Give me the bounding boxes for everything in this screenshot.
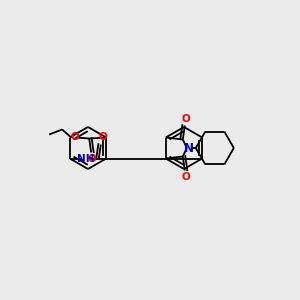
Text: O: O [71,131,80,142]
Text: O: O [98,133,107,142]
Text: O: O [182,113,190,124]
Text: O: O [182,172,190,182]
Text: NH: NH [77,154,94,164]
Text: N: N [184,142,194,154]
Text: O: O [88,154,97,164]
